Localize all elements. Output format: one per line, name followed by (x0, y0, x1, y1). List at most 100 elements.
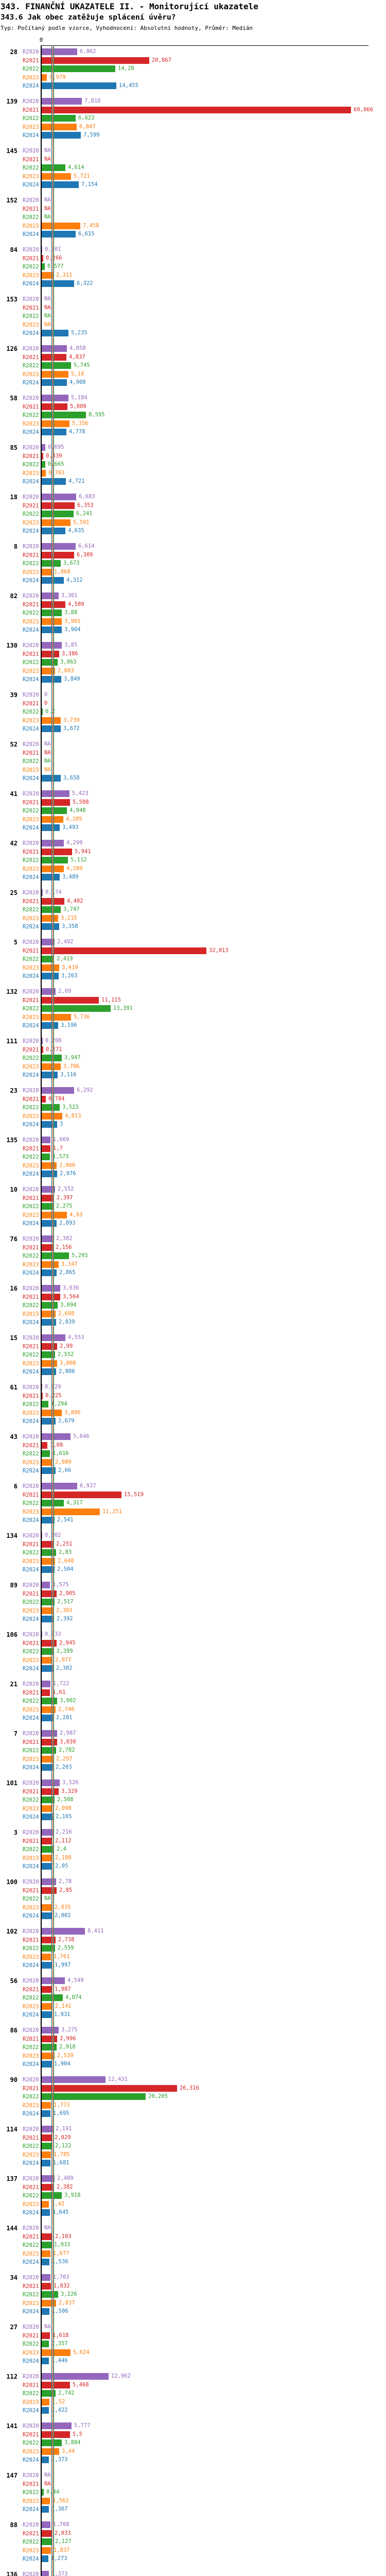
data-bar (42, 263, 45, 270)
series-tick-label: R2023 (23, 1113, 39, 1120)
series-tick-label: R2020 (23, 1829, 39, 1836)
value-label: 2,311 (56, 272, 73, 278)
value-label: 3,094 (60, 1302, 77, 1308)
series-tick-label: R2020 (23, 2571, 39, 2576)
median-reference-line (51, 45, 52, 2576)
data-bar (42, 280, 74, 287)
series-tick-label: R2020 (23, 1137, 39, 1143)
series-tick-label: R2023 (23, 1855, 39, 1861)
series-tick-label: R2022 (23, 165, 39, 171)
value-label: 3,901 (64, 618, 81, 624)
value-label: 1,703 (53, 2274, 69, 2280)
value-label: 12,962 (111, 2373, 131, 2379)
data-bar (42, 824, 60, 831)
series-tick-label: R2023 (23, 1063, 39, 1070)
value-label: 3,526 (62, 1780, 79, 1786)
value-label: 1,616 (52, 1450, 69, 1456)
data-bar (42, 2571, 49, 2576)
series-tick-label: R2020 (23, 1928, 39, 1935)
series-tick-label: R2023 (23, 1509, 39, 1515)
value-label: 0,133 (45, 1631, 61, 1638)
value-label: 60,066 (354, 106, 373, 113)
group-id-label: 130 (6, 642, 17, 649)
value-label: 5,624 (73, 2349, 90, 2355)
series-tick-label: R2021 (23, 502, 39, 509)
y-axis-line (41, 45, 42, 2576)
value-label: 1,506 (52, 2308, 68, 2314)
group-id-label: 25 (10, 889, 17, 896)
value-label: 2,216 (56, 1829, 72, 1835)
data-bar (42, 2183, 54, 2191)
series-tick-label: R2022 (23, 511, 39, 517)
value-label: 1,446 (51, 2358, 68, 2364)
value-label: 0,763 (48, 469, 65, 476)
data-bar (42, 1788, 59, 1795)
series-tick-label: R2020 (23, 939, 39, 945)
x-axis-zero-tick-label: 0 (39, 37, 43, 43)
series-tick-label: R2021 (23, 2481, 39, 2487)
value-label: 2,089 (55, 1459, 72, 1465)
value-label: 0,002 (45, 1532, 61, 1539)
value-label: 11,115 (101, 996, 121, 1003)
series-tick-label: R2020 (23, 544, 39, 550)
value-label: 2,78 (59, 1878, 72, 1885)
series-tick-label: R2021 (23, 206, 39, 212)
value-label: 5,777 (74, 2422, 91, 2429)
value-label: 32,013 (209, 947, 229, 954)
group-id-label: 43 (10, 1433, 17, 1440)
value-label: 0 (44, 691, 48, 698)
value-label: 5,18 (71, 370, 84, 377)
series-tick-label: R2023 (23, 1706, 39, 1713)
group-id-label: 15 (10, 1334, 17, 1342)
value-label: 3,419 (62, 964, 78, 971)
group-id-label: 90 (10, 2076, 17, 2083)
value-label: 4,837 (69, 353, 85, 360)
value-label: 6,292 (77, 1087, 93, 1093)
value-label: 3,039 (60, 1738, 76, 1745)
data-bar (42, 1211, 67, 1218)
series-tick-label: R2022 (23, 1797, 39, 1803)
series-tick-label: R2024 (23, 676, 39, 683)
value-label: NA (44, 766, 51, 773)
data-bar (42, 1797, 55, 1803)
series-tick-label: R2021 (23, 2283, 39, 2290)
value-label: 6,309 (77, 551, 93, 558)
data-bar (42, 2398, 49, 2405)
value-label: 1,294 (51, 1401, 67, 1407)
series-tick-label: R2022 (23, 1105, 39, 1111)
value-label: 1,904 (54, 2061, 71, 2067)
data-bar (42, 2134, 52, 2141)
data-bar (42, 2530, 52, 2537)
value-label: NA (44, 1895, 51, 1902)
series-tick-label: R2022 (23, 2391, 39, 2397)
series-tick-label: R2021 (23, 1689, 39, 1696)
data-bar (42, 2003, 52, 2010)
series-tick-label: R2023 (23, 2250, 39, 2257)
series-tick-label: R2020 (23, 1582, 39, 1588)
data-bar (42, 272, 54, 279)
group-id-label: 21 (10, 1681, 17, 1688)
series-tick-label: R2021 (23, 107, 39, 113)
value-label: 1,761 (54, 1953, 70, 1960)
group-id-label: 137 (6, 2175, 17, 2182)
value-label: 2,83 (59, 1549, 72, 1555)
data-bar (42, 2555, 48, 2562)
data-bar (42, 345, 67, 352)
series-tick-label: R2024 (23, 1962, 39, 1969)
series-tick-label: R2023 (23, 2201, 39, 2208)
data-bar (42, 1517, 55, 1523)
data-bar (42, 1145, 50, 1152)
group-id-label: 152 (6, 197, 17, 204)
data-bar (42, 1846, 54, 1853)
data-bar (42, 1013, 71, 1021)
data-bar (42, 2282, 51, 2290)
series-tick-label: R2024 (23, 2506, 39, 2513)
value-label: 2,382 (57, 2183, 73, 2190)
value-label: 2,504 (57, 1566, 74, 1572)
group-id-label: 28 (10, 48, 17, 56)
value-label: 2,397 (57, 1194, 73, 1201)
value-label: 0,577 (47, 263, 64, 269)
value-label: 2,839 (59, 1319, 75, 1325)
data-bar (42, 1648, 54, 1655)
value-label: 1,677 (53, 2250, 69, 2257)
